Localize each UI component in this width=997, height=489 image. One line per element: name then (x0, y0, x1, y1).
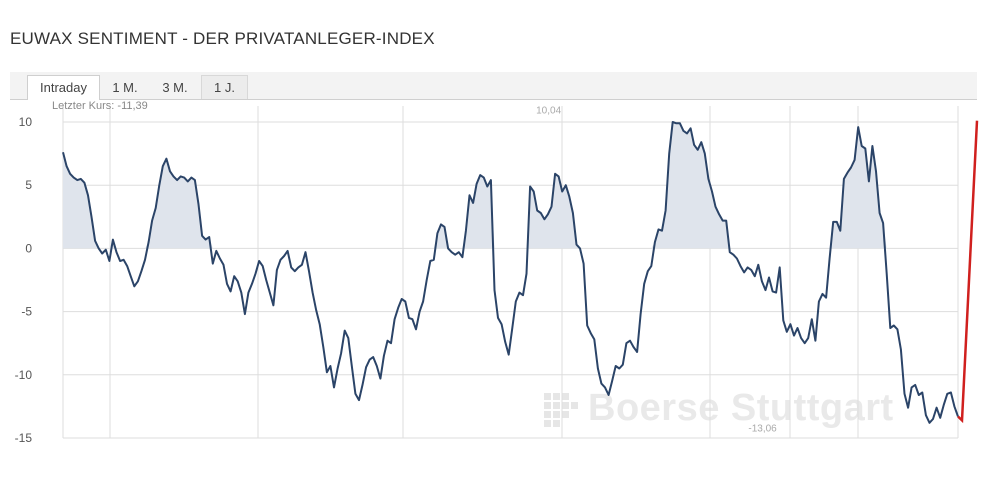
page-title: EUWAX SENTIMENT - DER PRIVATANLEGER-INDE… (10, 29, 435, 48)
sentiment-series-line (62, 121, 959, 424)
tab-1-month[interactable]: 1 M. (112, 80, 138, 95)
data-annotation-label: -13,06 (748, 423, 777, 434)
watermark-logo-icon (544, 393, 578, 427)
y-tick-label: -10 (15, 368, 33, 382)
tab-1-year[interactable]: 1 J. (201, 75, 248, 99)
sentiment-line-chart: 10 5 0 -5 -10 -15 Letzter Kurs: -11,39 10,04 -… (15, 100, 979, 445)
tab-intraday[interactable]: Intraday (27, 75, 100, 100)
y-tick-label: 10 (19, 115, 33, 129)
y-tick-label: -5 (21, 305, 32, 319)
positive-area-fill (63, 122, 958, 249)
data-annotation-label: 10,04 (536, 105, 561, 116)
y-axis-ticks: 10 5 0 -5 -10 -15 (15, 115, 33, 445)
chart-annotations: 10,04 -13,06 (536, 105, 777, 434)
last-price-label: Letzter Kurs: -11,39 (52, 100, 148, 112)
timeframe-tabs: Intraday 1 M. 3 M. 1 J. (10, 72, 977, 100)
chart-grid (62, 106, 959, 439)
recent-price-line (957, 120, 979, 424)
y-tick-label: 0 (25, 241, 32, 255)
watermark-text: Boerse Stuttgart (588, 387, 894, 429)
boerse-stuttgart-watermark: Boerse Stuttgart (544, 387, 916, 437)
tab-3-months[interactable]: 3 M. (162, 80, 188, 95)
y-tick-label: -15 (15, 431, 33, 445)
y-tick-label: 5 (25, 178, 32, 192)
